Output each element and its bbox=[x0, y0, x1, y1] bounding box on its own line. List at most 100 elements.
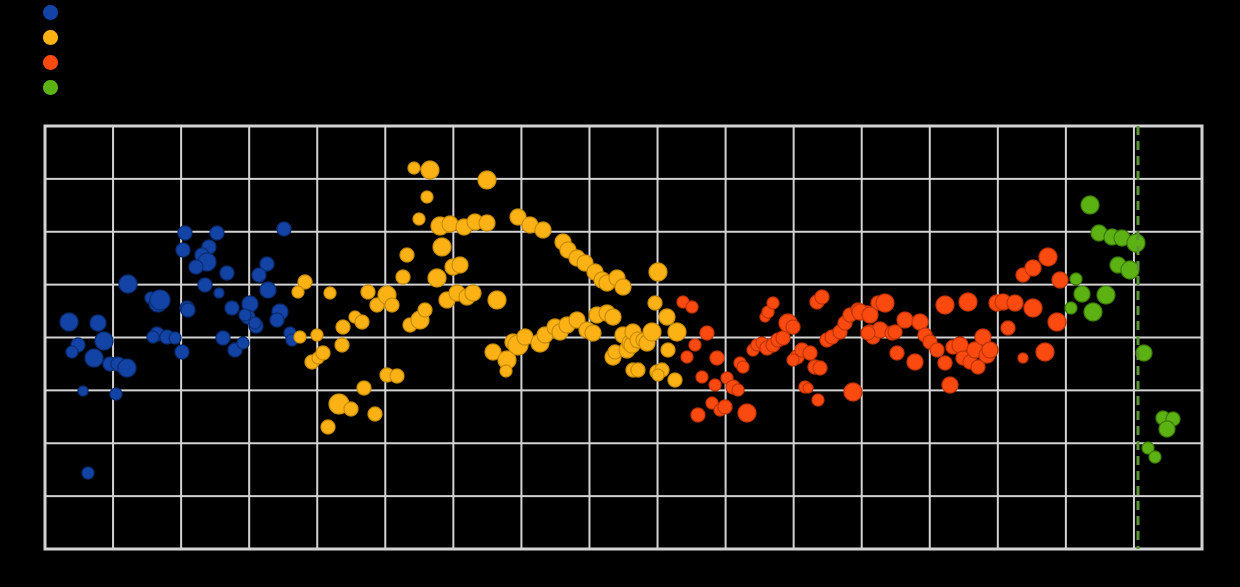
data-point-amber bbox=[291, 285, 305, 299]
data-point-amber bbox=[499, 364, 513, 378]
data-point-blue bbox=[109, 387, 123, 401]
data-point-amber bbox=[334, 337, 350, 353]
legend-item-blue bbox=[43, 5, 210, 20]
data-point-blue bbox=[224, 300, 240, 316]
data-point-amber bbox=[534, 221, 552, 239]
data-point-orange bbox=[970, 359, 986, 375]
data-point-amber bbox=[658, 308, 676, 326]
data-point-orange bbox=[935, 295, 955, 315]
legend-item-green bbox=[43, 80, 210, 95]
data-point-blue bbox=[213, 287, 225, 299]
data-point-green bbox=[1064, 301, 1078, 315]
data-point-orange bbox=[1051, 271, 1069, 289]
data-point-blue bbox=[248, 316, 262, 330]
data-point-amber bbox=[310, 328, 324, 342]
data-point-orange bbox=[958, 292, 978, 312]
data-point-amber bbox=[484, 343, 502, 361]
data-point-amber bbox=[509, 208, 527, 226]
data-point-green bbox=[1141, 441, 1155, 455]
data-point-orange bbox=[1006, 294, 1024, 312]
data-point-orange bbox=[811, 393, 825, 407]
data-point-orange bbox=[1038, 247, 1058, 267]
data-point-amber bbox=[487, 290, 507, 310]
data-point-blue bbox=[276, 221, 292, 237]
data-point-orange bbox=[889, 345, 905, 361]
data-point-amber bbox=[384, 297, 400, 313]
data-point-amber bbox=[420, 160, 440, 180]
data-point-orange bbox=[1024, 259, 1042, 277]
series-green bbox=[1064, 195, 1181, 464]
data-point-orange bbox=[785, 319, 801, 335]
data-point-orange bbox=[717, 399, 733, 415]
data-point-orange bbox=[981, 341, 999, 359]
data-point-blue bbox=[117, 358, 137, 378]
data-point-orange bbox=[812, 360, 828, 376]
data-point-orange bbox=[861, 306, 879, 324]
data-point-blue bbox=[168, 331, 182, 345]
data-point-amber bbox=[315, 345, 331, 361]
data-point-amber bbox=[399, 247, 415, 263]
legend-item-orange bbox=[43, 55, 210, 70]
data-point-amber bbox=[648, 262, 668, 282]
data-point-orange bbox=[937, 355, 953, 371]
data-point-green bbox=[1069, 272, 1083, 286]
data-point-blue bbox=[59, 312, 79, 332]
data-point-amber bbox=[651, 368, 665, 382]
data-point-amber bbox=[389, 368, 405, 384]
data-point-amber bbox=[293, 330, 307, 344]
data-point-blue bbox=[219, 265, 235, 281]
data-point-blue bbox=[188, 259, 204, 275]
data-point-amber bbox=[441, 215, 459, 233]
legend-swatch-orange bbox=[43, 55, 58, 70]
data-point-orange bbox=[887, 324, 903, 340]
data-point-blue bbox=[180, 302, 196, 318]
data-point-amber bbox=[427, 268, 447, 288]
data-point-green bbox=[1073, 285, 1091, 303]
data-point-orange bbox=[709, 350, 725, 366]
data-point-orange bbox=[731, 383, 745, 397]
data-point-green bbox=[1096, 285, 1116, 305]
data-point-blue bbox=[174, 344, 190, 360]
data-point-blue bbox=[269, 312, 285, 328]
data-point-orange bbox=[814, 289, 830, 305]
data-point-amber bbox=[320, 419, 336, 435]
legend-swatch-amber bbox=[43, 30, 58, 45]
data-point-amber bbox=[432, 237, 452, 257]
data-point-amber bbox=[354, 314, 370, 330]
data-point-green bbox=[1148, 450, 1162, 464]
data-point-orange bbox=[695, 370, 709, 384]
data-point-orange bbox=[1035, 342, 1055, 362]
series-orange bbox=[676, 247, 1069, 423]
data-point-orange bbox=[736, 360, 750, 374]
data-point-blue bbox=[238, 308, 252, 322]
legend-swatch-blue bbox=[43, 5, 58, 20]
data-point-orange bbox=[974, 328, 992, 346]
data-point-amber bbox=[335, 319, 351, 335]
series-amber bbox=[291, 160, 687, 435]
data-point-blue bbox=[197, 277, 213, 293]
data-point-amber bbox=[477, 170, 497, 190]
data-point-orange bbox=[1017, 352, 1029, 364]
data-point-amber bbox=[451, 256, 469, 274]
data-point-amber bbox=[667, 372, 683, 388]
data-point-blue bbox=[177, 225, 193, 241]
data-point-orange bbox=[1047, 312, 1067, 332]
data-point-amber bbox=[367, 406, 383, 422]
data-point-orange bbox=[1023, 298, 1043, 318]
data-point-orange bbox=[929, 342, 945, 358]
data-point-orange bbox=[775, 330, 791, 346]
data-point-blue bbox=[149, 289, 171, 311]
data-point-amber bbox=[642, 322, 662, 342]
data-point-blue bbox=[259, 281, 277, 299]
data-point-green bbox=[1080, 195, 1100, 215]
data-point-amber bbox=[323, 286, 337, 300]
data-point-green bbox=[1083, 302, 1103, 322]
data-point-orange bbox=[1000, 320, 1016, 336]
data-point-amber bbox=[630, 362, 646, 378]
data-point-amber bbox=[420, 190, 434, 204]
data-point-orange bbox=[896, 311, 914, 329]
data-point-orange bbox=[690, 407, 706, 423]
data-point-blue bbox=[215, 330, 231, 346]
